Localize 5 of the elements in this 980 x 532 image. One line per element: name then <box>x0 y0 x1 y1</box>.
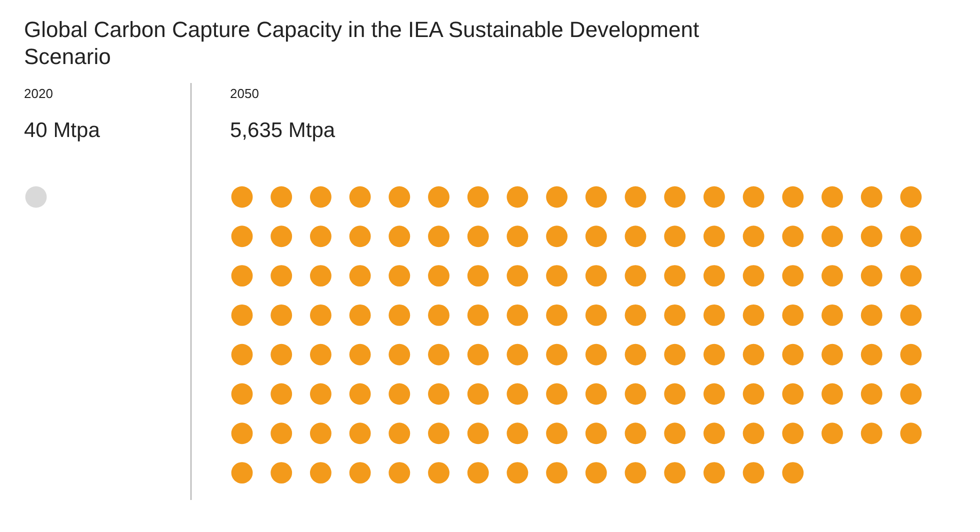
category-label: 2020 <box>24 86 53 101</box>
data-label: 40 Mtpa <box>24 119 100 142</box>
data-label: 5,635 Mtpa <box>230 119 336 142</box>
category-label: 2050 <box>230 86 259 101</box>
text: Global Carbon Capture Capacity in the IEA Sustainable Development Scenario <box>24 17 700 69</box>
